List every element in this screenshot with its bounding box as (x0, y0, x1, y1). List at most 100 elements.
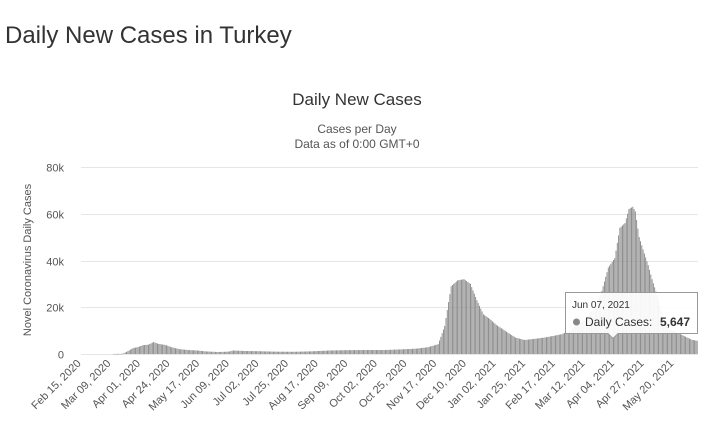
bar[interactable] (332, 350, 334, 354)
bar[interactable] (408, 349, 410, 354)
bar[interactable] (180, 349, 182, 354)
bar[interactable] (325, 350, 327, 354)
bar[interactable] (502, 329, 504, 354)
bar[interactable] (529, 339, 531, 354)
bar[interactable] (555, 335, 556, 354)
bar[interactable] (384, 349, 386, 354)
bar[interactable] (288, 351, 290, 354)
bar[interactable] (549, 336, 551, 354)
bar[interactable] (305, 351, 307, 354)
bar[interactable] (320, 350, 322, 354)
bar[interactable] (154, 342, 156, 354)
bar[interactable] (631, 207, 632, 354)
bar[interactable] (208, 351, 210, 354)
bar[interactable] (463, 279, 465, 354)
bar[interactable] (319, 350, 321, 354)
bar[interactable] (216, 351, 218, 354)
bar[interactable] (527, 339, 529, 354)
bar[interactable] (140, 346, 142, 354)
bar[interactable] (468, 282, 470, 354)
bar[interactable] (412, 348, 413, 354)
bar[interactable] (352, 350, 354, 354)
bar[interactable] (587, 315, 589, 354)
bar[interactable] (235, 350, 237, 354)
bar[interactable] (574, 326, 576, 354)
bar[interactable] (244, 350, 246, 354)
bar[interactable] (544, 337, 546, 354)
bar[interactable] (579, 322, 581, 354)
bar[interactable] (236, 350, 238, 354)
bar[interactable] (266, 351, 268, 354)
bar[interactable] (526, 339, 528, 354)
bar[interactable] (212, 351, 214, 354)
bar[interactable] (686, 337, 688, 354)
bar[interactable] (561, 334, 563, 354)
bar[interactable] (153, 342, 155, 354)
bar[interactable] (374, 350, 376, 354)
bar[interactable] (285, 351, 287, 354)
bar[interactable] (455, 281, 457, 354)
bar[interactable] (149, 344, 151, 354)
bar[interactable] (488, 318, 489, 354)
bar[interactable] (350, 350, 352, 354)
bar[interactable] (253, 351, 255, 354)
bar[interactable] (176, 348, 178, 354)
bar[interactable] (207, 351, 209, 354)
bar[interactable] (136, 347, 138, 354)
bar[interactable] (414, 348, 416, 354)
bar[interactable] (584, 318, 586, 354)
bar[interactable] (339, 350, 341, 354)
bar[interactable] (120, 353, 122, 355)
bar[interactable] (442, 329, 444, 354)
bar[interactable] (484, 315, 486, 354)
bar[interactable] (472, 290, 474, 354)
bar[interactable] (479, 305, 480, 354)
bar[interactable] (499, 327, 501, 354)
bar[interactable] (379, 350, 381, 354)
bar[interactable] (490, 320, 492, 354)
bar[interactable] (209, 351, 211, 354)
bar[interactable] (470, 283, 471, 355)
bar[interactable] (451, 285, 453, 354)
bar[interactable] (178, 349, 180, 354)
bar[interactable] (533, 338, 535, 354)
bar[interactable] (543, 337, 545, 354)
bar[interactable] (185, 349, 187, 354)
bar[interactable] (187, 350, 189, 354)
bar[interactable] (122, 353, 124, 355)
bar[interactable] (477, 303, 479, 354)
bar[interactable] (267, 351, 269, 354)
bar[interactable] (184, 349, 185, 354)
bar[interactable] (160, 344, 162, 354)
bar[interactable] (361, 350, 363, 354)
bar[interactable] (351, 350, 353, 354)
bar[interactable] (115, 353, 117, 355)
bar[interactable] (688, 338, 690, 354)
bar[interactable] (157, 343, 158, 354)
bar[interactable] (536, 338, 538, 354)
bar[interactable] (242, 350, 243, 354)
bar[interactable] (556, 335, 558, 354)
bar[interactable] (355, 350, 357, 354)
bar[interactable] (516, 337, 518, 354)
bar[interactable] (142, 345, 144, 354)
bar[interactable] (306, 351, 308, 354)
bar[interactable] (449, 294, 451, 354)
bar[interactable] (226, 351, 228, 354)
bar[interactable] (540, 337, 542, 354)
bar[interactable] (573, 327, 574, 354)
bar[interactable] (557, 334, 559, 354)
bar[interactable] (538, 338, 540, 354)
bar[interactable] (307, 351, 309, 354)
bar[interactable] (440, 336, 442, 354)
bar[interactable] (636, 219, 638, 354)
bar[interactable] (386, 349, 388, 354)
bar[interactable] (436, 344, 438, 354)
bar[interactable] (302, 351, 304, 354)
bar[interactable] (542, 337, 544, 354)
bar[interactable] (489, 318, 491, 354)
bar[interactable] (298, 351, 300, 354)
bar[interactable] (439, 340, 441, 354)
bar[interactable] (437, 344, 439, 354)
bar[interactable] (223, 351, 225, 354)
